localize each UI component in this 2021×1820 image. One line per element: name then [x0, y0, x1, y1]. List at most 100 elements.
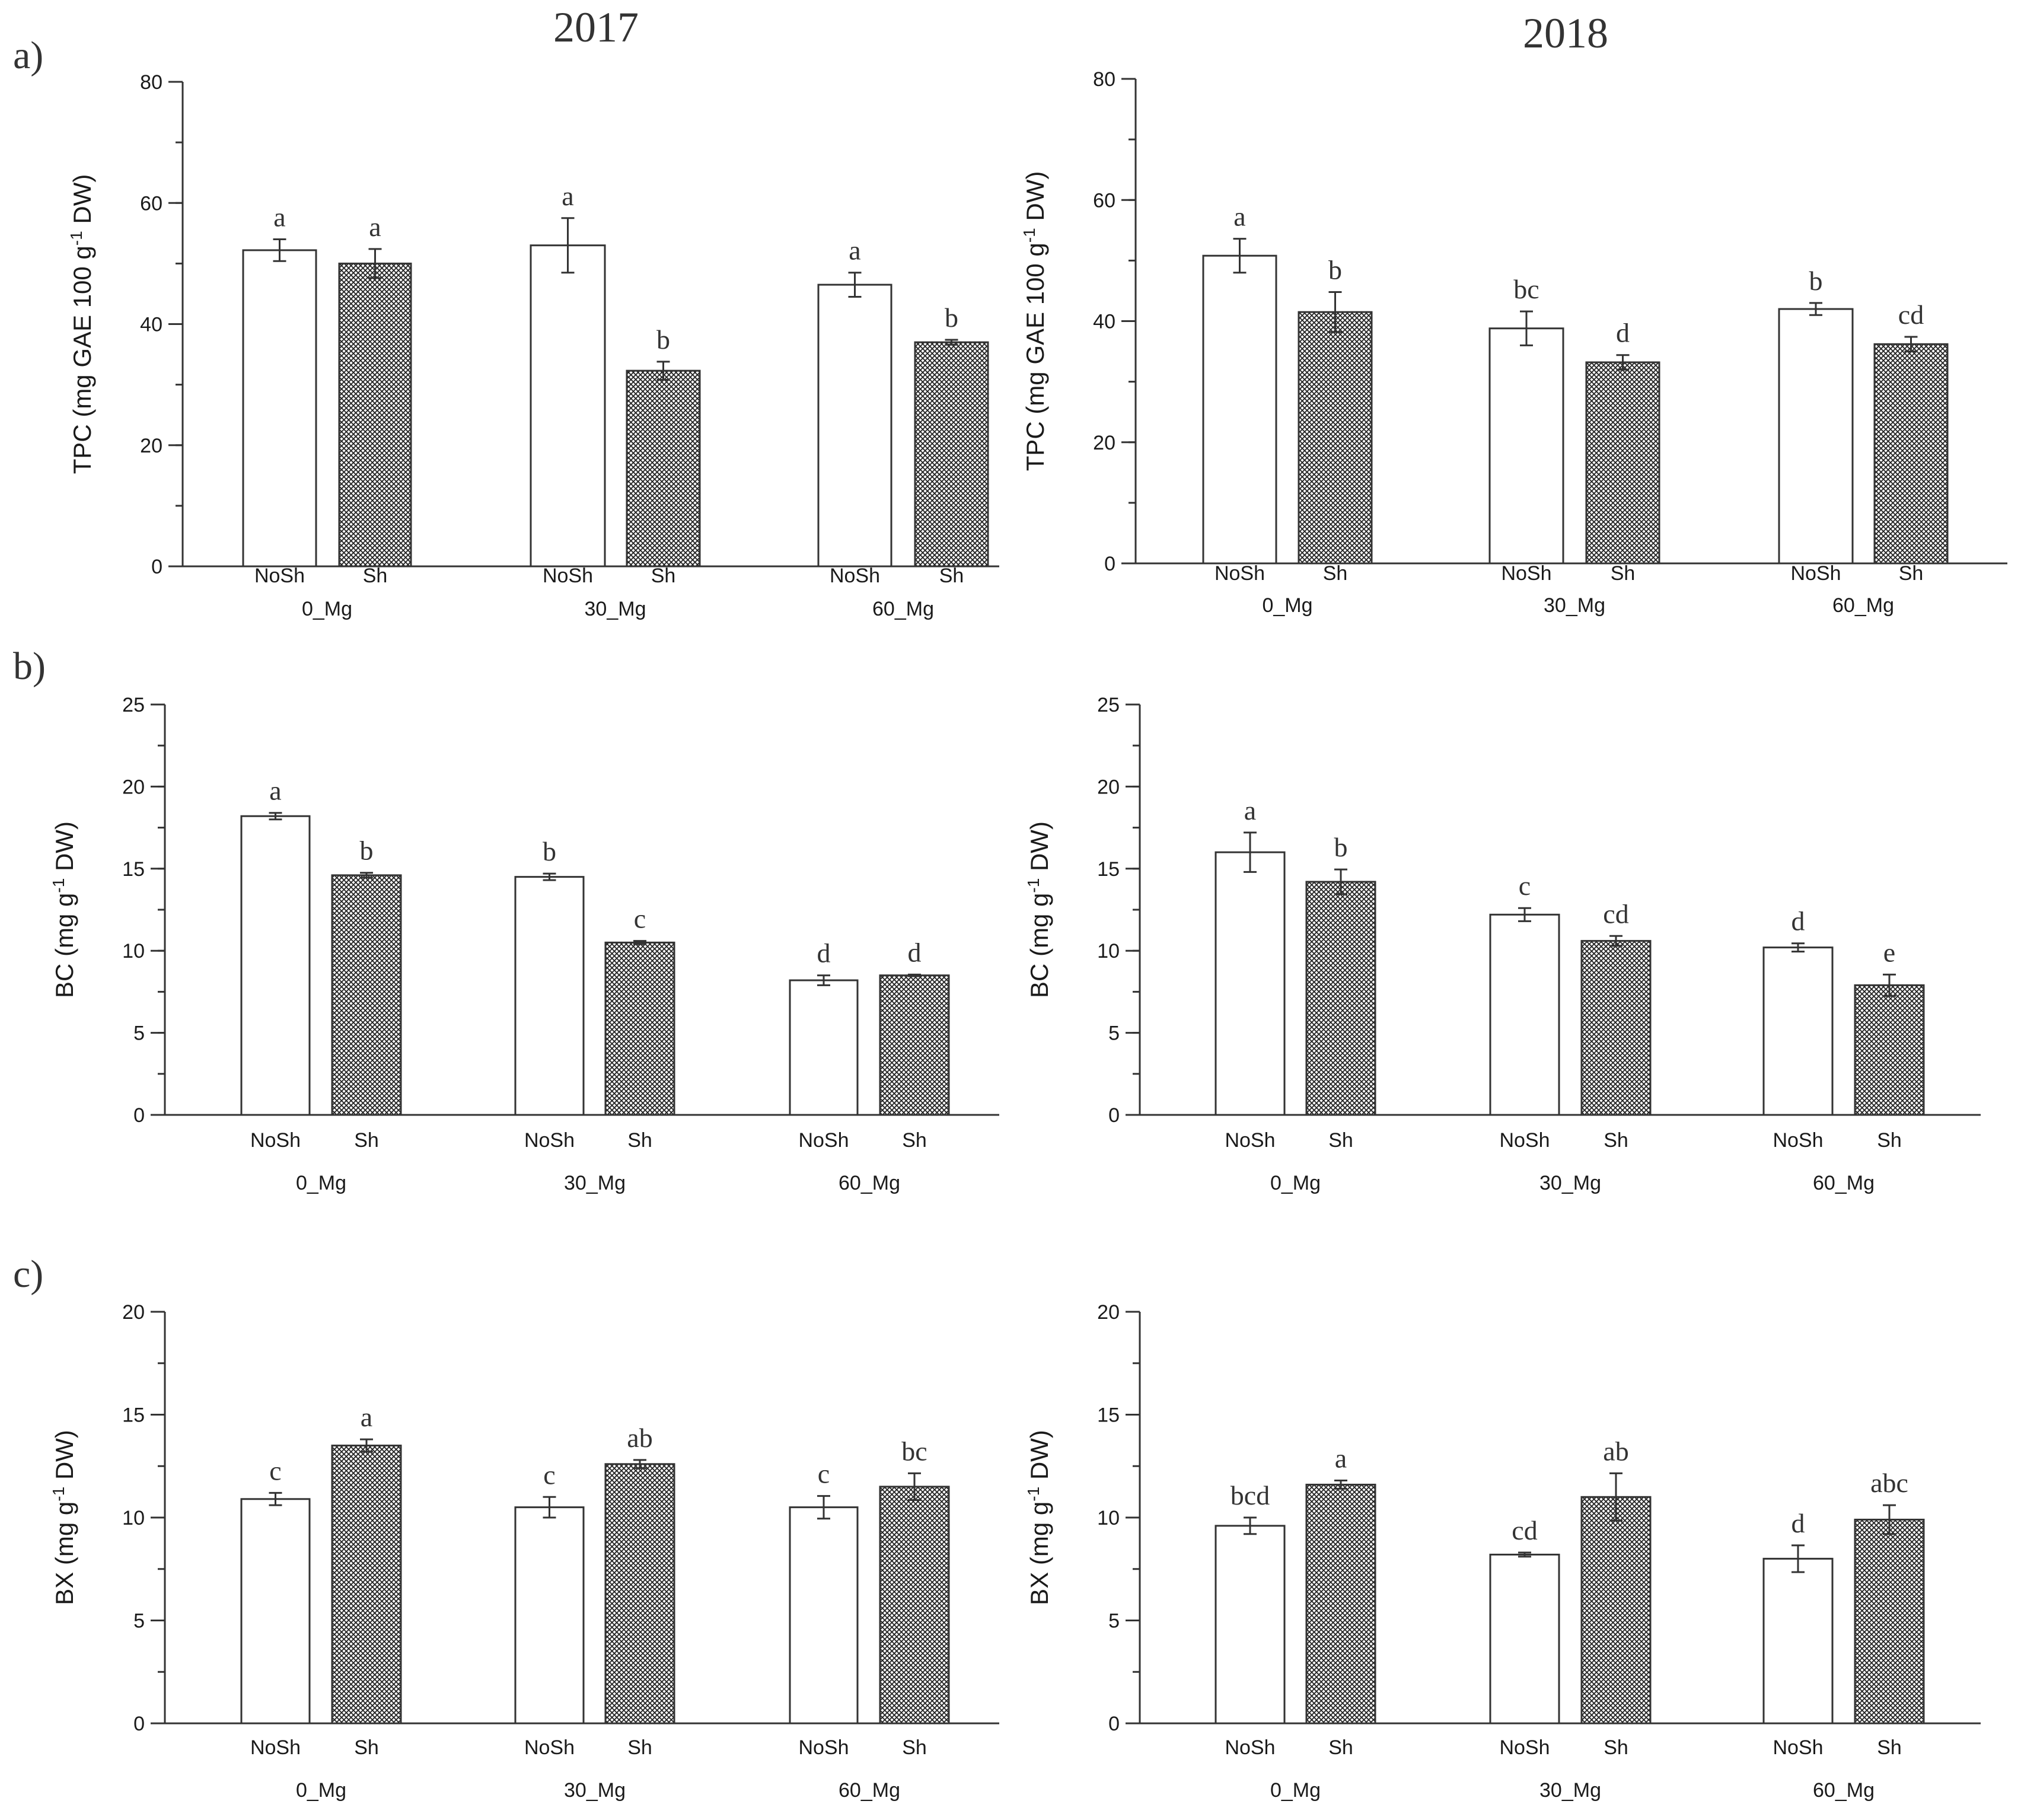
y-tick-label: 10	[1097, 940, 1120, 962]
bar-NoSh-0_Mg	[242, 249, 317, 568]
significance-letter: a	[361, 1402, 372, 1432]
chart-c-2018: 0 5 10 15 20 BX (mg g-1 DW) bcd NoSh a Sh 0_Mg cd No…	[1024, 1301, 1981, 1802]
x-category-label: NoSh	[254, 565, 305, 587]
significance-letter: a	[269, 776, 281, 806]
x-group-label: 60_Mg	[872, 598, 934, 620]
significance-letter: b	[1334, 832, 1348, 862]
y-axis-label-sup: -1	[49, 1487, 68, 1502]
significance-letter: a	[1233, 202, 1245, 232]
y-tick-label: 40	[1093, 311, 1115, 333]
bar-NoSh-60_Mg	[1778, 308, 1854, 565]
x-group-label: 60_Mg	[839, 1172, 900, 1194]
y-axis-label-tail: DW)	[50, 821, 78, 878]
x-group-label: 30_Mg	[1544, 594, 1605, 617]
significance-letter: a	[1335, 1443, 1347, 1474]
bar-NoSh-30_Mg	[514, 876, 585, 1116]
y-tick-label: 5	[1108, 1610, 1120, 1633]
y-axis-label-tail: DW)	[50, 1430, 78, 1487]
bar-Sh-30_Mg	[604, 1463, 675, 1725]
x-category-label: Sh	[1328, 1736, 1353, 1759]
x-group-label: 30_Mg	[1539, 1172, 1601, 1194]
x-group-label: 0_Mg	[1262, 594, 1312, 617]
x-group-label: 30_Mg	[564, 1779, 626, 1802]
y-tick-label: 15	[1097, 858, 1120, 881]
significance-letter: c	[543, 1459, 555, 1490]
significance-letter: a	[1244, 795, 1256, 825]
chart-c-2017: 0 5 10 15 20 BX (mg g-1 DW) c NoSh a Sh 0_Mg c NoSh a…	[49, 1301, 999, 1802]
significance-letter: b	[360, 836, 374, 866]
x-group-label: 60_Mg	[1813, 1172, 1875, 1194]
x-category-label: Sh	[627, 1736, 652, 1759]
significance-letter: ab	[627, 1423, 652, 1453]
x-category-label: NoSh	[524, 1129, 575, 1152]
bar-Sh-60_Mg	[914, 341, 989, 568]
y-axis-label-main: BX (mg g	[50, 1502, 78, 1605]
y-tick-label: 80	[1093, 68, 1115, 91]
significance-letter: d	[1616, 318, 1630, 348]
bar-Sh-60_Mg	[1854, 984, 1925, 1116]
x-category-label: NoSh	[543, 565, 593, 587]
significance-letter: d	[817, 938, 831, 968]
x-category-label: Sh	[354, 1736, 379, 1759]
x-category-label: NoSh	[1773, 1736, 1823, 1759]
x-group-label: 0_Mg	[296, 1172, 346, 1194]
x-category-label: Sh	[1899, 562, 1924, 585]
bar-Sh-0_Mg	[331, 1445, 402, 1725]
row-label-c: c)	[13, 1252, 43, 1296]
y-axis-label: BX (mg g-1 DW)	[49, 1430, 79, 1605]
x-category-label: NoSh	[1790, 562, 1841, 585]
x-group-label: 60_Mg	[1813, 1779, 1875, 1802]
x-category-label: NoSh	[1773, 1129, 1823, 1152]
year-title-2017: 2017	[553, 4, 639, 51]
bar-NoSh-30_Mg	[514, 1506, 585, 1725]
x-group-label: 0_Mg	[1270, 1779, 1321, 1802]
y-tick-label: 25	[1097, 694, 1120, 716]
bar-NoSh-30_Mg	[1489, 1553, 1560, 1725]
significance-letter: ab	[1603, 1436, 1628, 1466]
y-axis-label-main: BX (mg g	[1025, 1502, 1053, 1605]
y-tick-label: 20	[1097, 776, 1120, 798]
significance-letter: b	[1809, 266, 1823, 296]
y-tick-label: 0	[1104, 553, 1115, 575]
y-tick-label: 20	[122, 1301, 145, 1324]
x-category-label: Sh	[1611, 562, 1636, 585]
x-group-label: 60_Mg	[839, 1779, 900, 1802]
y-tick-label: 0	[133, 1104, 145, 1127]
bar-NoSh-30_Mg	[1488, 327, 1564, 565]
y-tick-label: 5	[133, 1610, 145, 1633]
y-tick-label: 10	[122, 940, 145, 962]
x-category-label: NoSh	[250, 1736, 301, 1759]
bar-Sh-60_Mg	[879, 974, 950, 1116]
y-tick-label: 10	[1097, 1507, 1120, 1529]
x-category-label: NoSh	[1225, 1736, 1275, 1759]
y-tick-label: 60	[1093, 189, 1115, 212]
x-category-label: NoSh	[798, 1736, 849, 1759]
chart-b-2018: 0 5 10 15 20 25 BC (mg g-1 DW) a NoSh b Sh 0_Mg c NoS…	[1024, 694, 1981, 1194]
y-axis-label-tail: DW)	[1025, 1430, 1053, 1487]
significance-letter: c	[818, 1459, 830, 1489]
x-category-label: NoSh	[830, 565, 880, 587]
bar-NoSh-30_Mg	[530, 244, 606, 568]
significance-letter: b	[945, 302, 958, 333]
bar-Sh-60_Mg	[1873, 343, 1949, 565]
y-axis-label-main: TPC (mg GAE 100 g	[68, 246, 96, 474]
y-tick-label: 15	[122, 858, 145, 881]
bar-Sh-30_Mg	[1580, 1496, 1652, 1725]
bar-NoSh-30_Mg	[1489, 913, 1560, 1116]
x-group-label: 30_Mg	[1539, 1779, 1601, 1802]
y-tick-label: 60	[140, 192, 162, 215]
x-category-label: Sh	[939, 565, 964, 587]
x-group-label: 60_Mg	[1832, 594, 1894, 617]
y-axis-label: TPC (mg GAE 100 g-1 DW)	[67, 174, 97, 474]
significance-letter: d	[1792, 1508, 1805, 1538]
bar-Sh-0_Mg	[338, 262, 412, 568]
significance-letter: b	[1328, 254, 1342, 285]
row-label-a: a)	[13, 34, 43, 77]
significance-letter: b	[543, 836, 556, 866]
x-category-label: Sh	[902, 1736, 927, 1759]
x-category-label: Sh	[1328, 1129, 1353, 1152]
significance-letter: d	[908, 937, 922, 967]
bar-Sh-0_Mg	[1305, 1483, 1376, 1725]
x-category-label: NoSh	[1225, 1129, 1275, 1152]
